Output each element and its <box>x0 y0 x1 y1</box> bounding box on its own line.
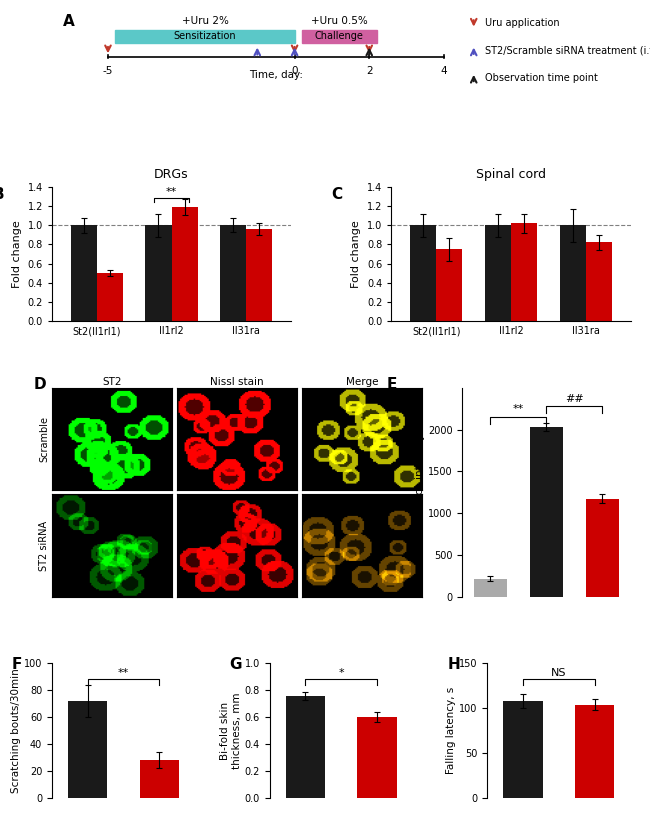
Text: Observation time point: Observation time point <box>485 73 598 83</box>
Text: F: F <box>12 656 22 671</box>
Text: A: A <box>63 14 75 29</box>
Title: DRGs: DRGs <box>154 169 189 181</box>
Y-axis label: Fold change: Fold change <box>352 220 361 288</box>
Text: **: ** <box>118 668 129 678</box>
Title: Spinal cord: Spinal cord <box>476 169 546 181</box>
Text: *: * <box>339 668 344 678</box>
Text: +Uru 2%: +Uru 2% <box>181 16 228 26</box>
Bar <box>358 717 396 798</box>
Y-axis label: Scramble: Scramble <box>39 416 49 462</box>
Y-axis label: Scratching bouts/30min: Scratching bouts/30min <box>11 668 21 793</box>
Text: C: C <box>332 187 343 202</box>
Text: Challenge: Challenge <box>315 32 364 42</box>
Bar <box>246 229 272 322</box>
Text: 4: 4 <box>441 66 447 76</box>
Bar <box>220 225 246 322</box>
Text: Uru application: Uru application <box>485 18 560 28</box>
Text: **: ** <box>513 405 524 415</box>
Bar <box>575 705 614 798</box>
Bar <box>503 701 543 798</box>
Bar <box>586 243 612 322</box>
Bar <box>68 701 107 798</box>
Text: 0: 0 <box>291 66 298 76</box>
Bar <box>586 499 619 597</box>
Text: D: D <box>34 377 46 392</box>
Bar <box>71 225 97 322</box>
Text: 2: 2 <box>366 66 372 76</box>
Bar <box>97 273 123 322</box>
Text: NS: NS <box>551 668 567 678</box>
Text: H: H <box>447 656 460 671</box>
Text: ST2/Scramble siRNA treatment (i.t.): ST2/Scramble siRNA treatment (i.t.) <box>485 46 650 56</box>
Text: E: E <box>387 377 397 392</box>
Bar <box>146 225 172 322</box>
Y-axis label: Fold change: Fold change <box>12 220 22 288</box>
Bar <box>140 760 179 798</box>
Bar <box>530 427 564 597</box>
Text: Sensitization: Sensitization <box>174 32 237 42</box>
Y-axis label: Falling latency, s: Falling latency, s <box>447 687 456 774</box>
Title: Merge: Merge <box>346 377 378 387</box>
Bar <box>410 225 436 322</box>
Title: Nissl stain: Nissl stain <box>210 377 264 387</box>
Y-axis label: Fluorescence intensity: Fluorescence intensity <box>415 434 425 551</box>
Bar <box>172 207 198 322</box>
Text: Time, day:: Time, day: <box>249 71 303 81</box>
Text: +Uru 0.5%: +Uru 0.5% <box>311 16 368 26</box>
Bar <box>560 225 586 322</box>
Bar <box>511 224 537 322</box>
Y-axis label: Bi-fold skin
thickness, mm: Bi-fold skin thickness, mm <box>220 692 242 769</box>
Bar <box>436 249 462 322</box>
Bar <box>116 30 294 43</box>
Bar <box>286 696 325 798</box>
Text: **: ** <box>166 187 177 197</box>
Bar <box>474 579 507 597</box>
Text: -5: -5 <box>103 66 113 76</box>
Y-axis label: ST2 siRNA: ST2 siRNA <box>39 520 49 571</box>
Text: G: G <box>229 656 242 671</box>
Title: ST2: ST2 <box>102 377 122 387</box>
Bar <box>485 225 511 322</box>
Text: ##: ## <box>565 394 584 404</box>
Text: B: B <box>0 187 4 202</box>
Bar <box>302 30 377 43</box>
